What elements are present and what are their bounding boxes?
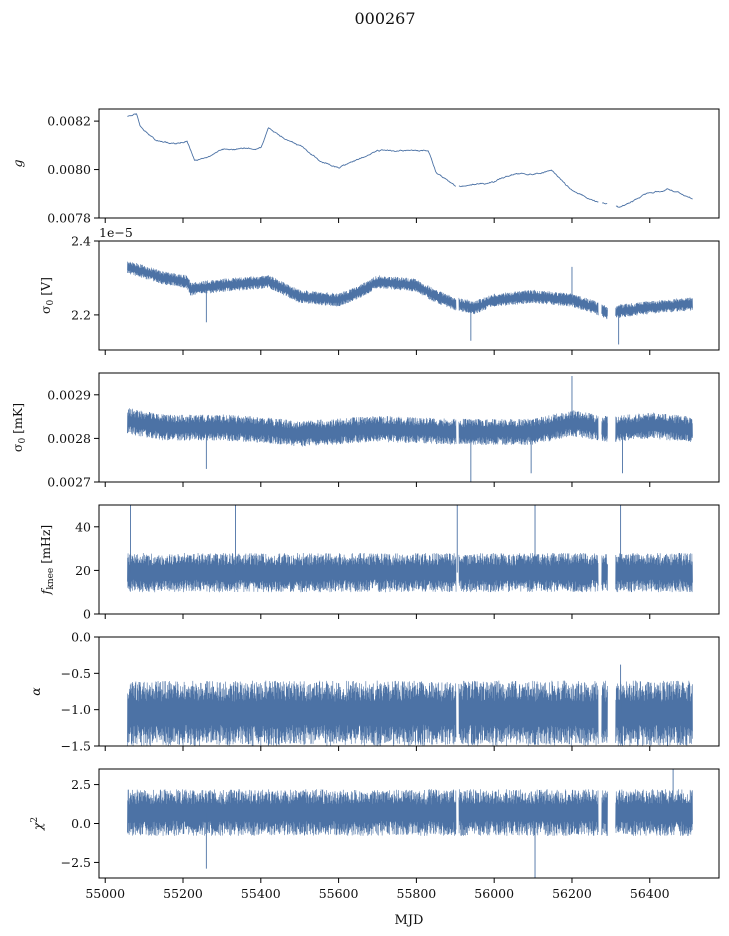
panel-3: 0 20 40 fknee [mHz]: [38, 504, 720, 622]
y-label-symbol: g: [10, 159, 25, 167]
y-axis-label: fknee [mHz]: [38, 525, 56, 596]
series-line: [127, 261, 693, 320]
y-axis-label: σ0 [V]: [38, 277, 56, 314]
y-tick-label: 40: [75, 519, 91, 534]
panel-5: 55000 55200 55400 55600 55800 56000 56200 56400…: [30, 768, 720, 901]
y-axis-label: χ2: [30, 817, 45, 831]
axes-frame: [98, 240, 720, 351]
x-tick-label: 55200: [163, 886, 203, 901]
panel-0: 0.0078 0.0080 0.0082 g: [10, 108, 720, 226]
y-tick-label: −1.5: [61, 739, 91, 754]
series-line: [127, 789, 693, 836]
y-label-superscript: 2: [30, 817, 40, 823]
x-tick-label: 55800: [397, 886, 437, 901]
y-tick-label: −1.0: [61, 702, 91, 717]
y-tick-label: 2.4: [71, 234, 91, 249]
y-tick-label: 0.0080: [47, 162, 91, 177]
y-axis-label: g: [10, 159, 25, 167]
y-label-unit: [V]: [38, 277, 53, 300]
x-tick-label: 56200: [552, 886, 592, 901]
y-tick-label: 2.2: [71, 307, 91, 322]
y-tick-label: 0.0027: [47, 475, 91, 490]
series-line: [127, 112, 693, 208]
series-line: [127, 408, 693, 447]
axes-frame: [98, 636, 720, 747]
x-tick-label: 55600: [319, 886, 359, 901]
y-label-subscript: 0: [46, 299, 56, 305]
y-tick-label: 0.0: [71, 816, 91, 831]
y-tick-label: 0.0: [71, 630, 91, 645]
y-tick-label: 0.0028: [47, 431, 91, 446]
y-label-symbol: χ: [30, 821, 45, 831]
y-label-unit: [mK]: [10, 403, 25, 438]
figure-title: 000267: [354, 9, 415, 28]
axes-frame: [98, 372, 720, 483]
y-label-subscript: knee: [46, 568, 56, 590]
y-label-symbol: f: [38, 587, 53, 595]
y-tick-label: 20: [75, 563, 91, 578]
y-axis-label: σ0 [mK]: [10, 403, 28, 452]
y-label-symbol: σ: [38, 305, 53, 314]
y-tick-label: 0.0029: [47, 387, 91, 402]
x-tick-label: 56000: [474, 886, 514, 901]
axes-frame: [98, 504, 720, 615]
axes-frame: [98, 108, 720, 219]
series-line: [127, 680, 693, 746]
y-axis-label: α: [28, 687, 43, 696]
y-tick-label: −0.5: [61, 666, 91, 681]
y-label-symbol: α: [28, 687, 43, 696]
y-tick-label: 0: [83, 607, 91, 622]
panel-4: −1.5 −1.0 −0.5 0.0 α: [28, 630, 720, 754]
y-tick-label: 0.0078: [47, 211, 91, 226]
y-tick-label: 2.5: [71, 777, 91, 792]
y-tick-label: −2.5: [61, 855, 91, 870]
panel-2: 0.0027 0.0028 0.0029 σ0 [mK]: [10, 372, 720, 490]
y-tick-label: 0.0082: [47, 114, 91, 129]
x-tick-label: 55000: [85, 886, 125, 901]
x-tick-label: 56400: [630, 886, 670, 901]
x-tick-label: 55400: [241, 886, 281, 901]
series-line: [127, 552, 693, 593]
y-label-unit: [mHz]: [38, 525, 53, 568]
offset-text: 1e−5: [99, 225, 133, 240]
y-label-symbol: σ: [10, 443, 25, 452]
y-label-subscript: 0: [18, 438, 28, 444]
panel-1: 2.2 2.4 1e−5 σ0 [V]: [38, 225, 720, 355]
x-axis-label: MJD: [395, 913, 424, 928]
